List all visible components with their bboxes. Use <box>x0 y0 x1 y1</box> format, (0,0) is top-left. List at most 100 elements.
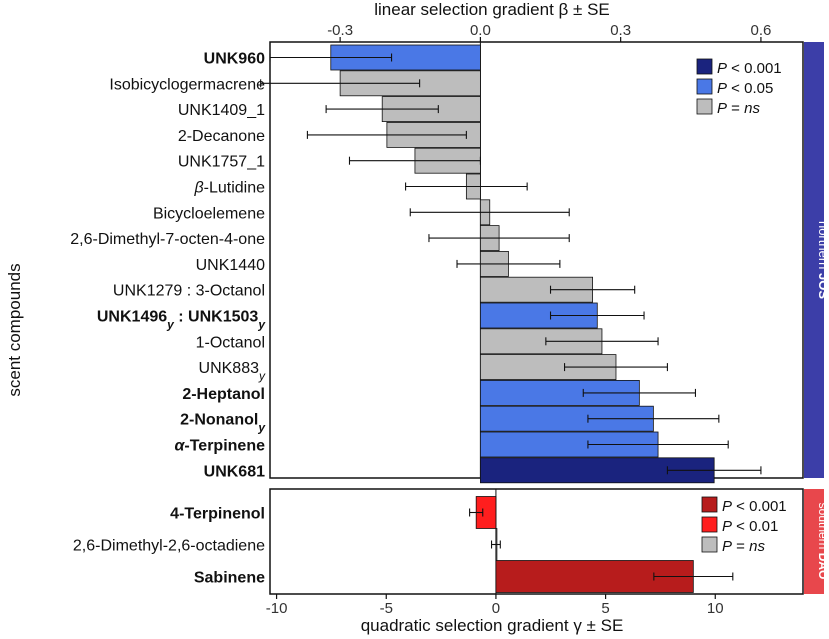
category-label-lutidine: β-Lutidine <box>193 180 265 197</box>
error-bar-4-terpinenol <box>469 508 484 517</box>
southern-strip-background <box>804 489 824 594</box>
label-part: UNK883 <box>199 360 260 377</box>
southern-strip-label-bold: DAO <box>816 553 829 580</box>
error-bar-unk681 <box>666 466 762 475</box>
legend-label: P < 0.01 <box>722 518 778 535</box>
linear-gradient-axis: linear selection gradient β ± SE <box>374 0 610 19</box>
legend-p: P <box>717 80 727 97</box>
legend-p: P <box>722 538 732 555</box>
northern-strip-label-plain: northern <box>816 221 829 273</box>
northern-jos-strip: northern JOS <box>804 42 829 478</box>
category-label-2-6-dimethyl-2-6-octadiene: 2,6-Dimethyl-2,6-octadiene <box>73 538 265 555</box>
category-label-unk1496y-unk1503y: UNK1496y : UNK1503y <box>97 309 266 332</box>
category-label-unk1409-1: UNK1409_1 <box>178 102 265 119</box>
error-bar-unk1279-3-octanol <box>549 285 636 294</box>
linear-axis-title: linear selection gradient β ± SE <box>374 0 610 19</box>
category-label-unk1279-3-octanol: UNK1279 : 3-Octanol <box>113 283 265 300</box>
legend-swatch <box>701 496 718 513</box>
label-part: UNK1496 <box>97 309 167 326</box>
category-label-sabinene: Sabinene <box>194 570 265 587</box>
northern-strip-background <box>804 42 824 478</box>
label-greek-prefix: α <box>174 438 185 455</box>
error-bar-unk1496y-unk1503y <box>549 311 645 320</box>
category-label-bicycloelemene: Bicycloelemene <box>153 205 265 222</box>
category-label-unk1440: UNK1440 <box>196 257 265 274</box>
category-label-4-terpinenol: 4-Terpinenol <box>170 506 265 523</box>
error-bar-unk1440 <box>456 259 561 268</box>
tick-label: 10 <box>707 600 724 617</box>
category-label-2-decanone: 2-Decanone <box>178 128 265 145</box>
legend-label: P = ns <box>722 538 765 555</box>
label-part: -Terpinene <box>184 438 265 455</box>
category-label-2-nonanoly: 2-Nonanoly <box>180 412 266 435</box>
legend-label: P < 0.001 <box>717 60 782 77</box>
tick-label: 0.3 <box>610 22 631 39</box>
category-label-unk883y: UNK883y <box>199 360 266 383</box>
label-subscript: y <box>257 421 266 435</box>
category-label-1-octanol: 1-Octanol <box>196 334 265 351</box>
legend-swatch <box>696 98 713 115</box>
error-bar-2-decanone <box>306 130 467 139</box>
legend-label: P < 0.05 <box>717 80 773 97</box>
error-bar-terpinene <box>587 440 729 449</box>
legend-p: P <box>717 60 727 77</box>
legend-relation: < 0.05 <box>727 80 773 97</box>
tick-label: -0.3 <box>327 22 353 39</box>
error-bar-sabinene <box>653 572 734 581</box>
legend-swatch <box>701 536 718 553</box>
panel-1-marks: -10 -5 0 5 10 4-Terpinenol 2,6-Dimethyl-2,6-oc… <box>73 489 787 617</box>
label-greek-prefix: β <box>193 180 203 197</box>
legend-p: P <box>717 100 727 117</box>
quadratic-gradient-axis: quadratic selection gradient γ ± SE <box>361 616 624 635</box>
legend-swatch <box>696 78 713 95</box>
tick-label: 0.6 <box>750 22 771 39</box>
legend-p: P <box>722 518 732 535</box>
error-bar-lutidine <box>405 182 528 191</box>
tick-label: -5 <box>380 600 393 617</box>
southern-strip-label: southern DAO <box>816 503 829 580</box>
label-part: -Lutidine <box>204 180 265 197</box>
northern-strip-label-bold: JOS <box>816 273 829 299</box>
category-label-isobicyclogermacrene: Isobicyclogermacrene <box>109 76 265 93</box>
category-label-unk681: UNK681 <box>204 463 265 480</box>
southern-strip-label-plain: southern <box>816 503 829 553</box>
category-label-2-heptanol: 2-Heptanol <box>182 386 265 403</box>
category-label-unk960: UNK960 <box>204 51 265 68</box>
label-part: 2-Nonanol <box>180 412 258 429</box>
y-axis-title: scent compounds <box>5 263 24 396</box>
legend-label: P = ns <box>717 100 760 117</box>
error-bar-1-octanol <box>545 337 659 346</box>
quadratic-axis-title: quadratic selection gradient γ ± SE <box>361 616 624 635</box>
northern-strip-label: northern JOS <box>816 221 829 299</box>
label-subscript: y <box>166 318 175 332</box>
legend-swatch <box>696 58 713 75</box>
legend-relation: = <box>732 538 749 555</box>
tick-label: 5 <box>601 600 609 617</box>
legend-relation: = <box>727 100 744 117</box>
error-bar-unk1409-1 <box>325 105 439 114</box>
error-bar-isobicyclogermacrene <box>260 79 421 88</box>
error-bar-2-heptanol <box>582 388 697 397</box>
legend-swatch <box>701 516 718 533</box>
label-subscript: y <box>258 369 266 383</box>
legend-relation: < 0.001 <box>732 498 787 515</box>
legend-relation: < 0.01 <box>732 518 778 535</box>
legend-p: P <box>722 498 732 515</box>
tick-label: 0 <box>492 600 500 617</box>
legend-ns: ns <box>744 100 760 117</box>
error-bar-unk960 <box>269 53 393 62</box>
error-bar-unk1757-1 <box>348 156 481 165</box>
error-bar-2-6-dimethyl-2-6-octadiene <box>490 540 501 549</box>
error-bar-2-6-dimethyl-7-octen-4-one <box>428 234 570 243</box>
southern-dao-strip: southern DAO <box>804 489 829 594</box>
tick-label: 0.0 <box>470 22 491 39</box>
error-bar-unk883y <box>564 363 668 372</box>
error-bar-bicycloelemene <box>409 208 570 217</box>
legend-label: P < 0.001 <box>722 498 787 515</box>
tick-label: -10 <box>266 600 288 617</box>
legend-ns: ns <box>749 538 765 555</box>
bar-unk1496y-unk1503y <box>479 302 598 329</box>
